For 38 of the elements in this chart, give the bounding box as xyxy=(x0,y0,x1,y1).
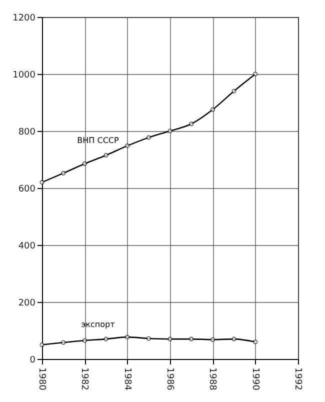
x-tick-label: 1988 xyxy=(207,368,218,391)
point xyxy=(189,122,194,126)
series-label: экспорт xyxy=(81,320,116,330)
point xyxy=(82,338,87,343)
point xyxy=(210,107,215,112)
y-tick-label: 600 xyxy=(18,184,36,194)
y-tick-label: 800 xyxy=(18,128,36,138)
point xyxy=(168,336,172,342)
point xyxy=(61,170,66,176)
point xyxy=(82,162,87,166)
point xyxy=(40,342,44,348)
y-tick-label: 0 xyxy=(30,356,36,366)
y-tick-label: 1200 xyxy=(12,14,36,24)
x-tick-label: 1982 xyxy=(79,368,90,390)
point xyxy=(168,128,172,134)
point xyxy=(253,72,258,76)
point xyxy=(40,180,44,185)
point xyxy=(146,336,151,341)
point xyxy=(146,135,151,140)
point xyxy=(232,88,236,94)
point xyxy=(232,336,236,342)
x-tick-label: 1984 xyxy=(122,368,132,391)
x-tick-label: 1980 xyxy=(36,368,46,391)
point xyxy=(125,334,130,340)
x-tick-label: 1992 xyxy=(292,368,302,390)
point xyxy=(210,337,215,342)
x-tick-label: 1986 xyxy=(164,368,174,391)
point xyxy=(61,340,66,345)
y-tick-label: 400 xyxy=(18,242,36,252)
point xyxy=(125,144,130,148)
x-tick-label: 1990 xyxy=(250,368,260,391)
series-label: ВНП СССР xyxy=(77,136,119,146)
point xyxy=(104,336,108,342)
y-tick-label: 200 xyxy=(18,298,36,308)
y-tick-label: 1000 xyxy=(12,70,36,80)
point xyxy=(104,152,108,158)
point xyxy=(253,340,258,344)
point xyxy=(189,336,194,342)
